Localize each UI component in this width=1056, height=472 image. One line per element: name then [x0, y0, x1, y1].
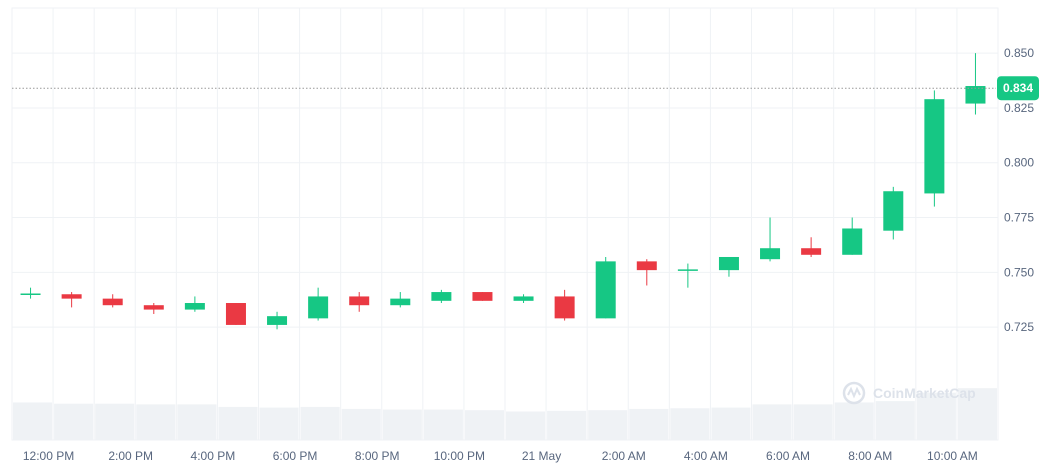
volume-bar: [670, 408, 710, 440]
x-tick-label: 4:00 AM: [684, 449, 728, 463]
candle-down: [636, 261, 657, 271]
volume-bar: [711, 407, 751, 440]
candle-up: [965, 86, 986, 104]
y-tick-label: 0.825: [1004, 101, 1034, 115]
axes: 0.850 0.825 0.800 0.775 0.750 0.725 12:00 PM 2:…: [23, 46, 1035, 463]
x-tick-label: 2:00 AM: [602, 449, 646, 463]
volume-bar: [177, 404, 217, 440]
volume-bars: [13, 388, 997, 440]
candle-down: [61, 294, 82, 299]
candle-up: [308, 296, 329, 319]
current-price-marker: 0.834: [12, 76, 1039, 101]
candle-up: [595, 261, 616, 319]
candle-up: [267, 316, 288, 325]
candle-down: [801, 248, 822, 255]
coinmarketcap-logo-icon: [842, 381, 866, 405]
candle-up: [184, 303, 205, 310]
x-tick-label: 8:00 PM: [355, 449, 400, 463]
x-tick-label: 10:00 PM: [434, 449, 485, 463]
candle-up: [924, 99, 945, 194]
candle-up: [883, 191, 904, 231]
watermark: CoinMarketCap: [842, 381, 976, 405]
volume-bar: [588, 410, 628, 440]
volume-bar: [506, 411, 546, 440]
candle-up: [431, 292, 452, 301]
candle-up: [760, 248, 781, 260]
candle-down: [225, 303, 246, 325]
volume-bar: [752, 404, 792, 440]
volume-bar: [382, 409, 422, 440]
watermark-text: CoinMarketCap: [873, 385, 976, 401]
x-tick-label: 12:00 PM: [23, 449, 74, 463]
y-tick-label: 0.850: [1004, 46, 1034, 60]
candle-down: [472, 292, 493, 301]
candle-down: [349, 296, 370, 306]
volume-bar: [95, 403, 135, 440]
volume-bar: [464, 410, 504, 440]
candle-up: [20, 293, 41, 295]
x-tick-label: 21 May: [522, 449, 561, 463]
volume-bar: [834, 402, 874, 440]
candle-up: [513, 296, 534, 301]
volume-bar: [13, 402, 53, 440]
x-tick-label: 2:00 PM: [108, 449, 153, 463]
candle-up: [842, 228, 863, 255]
gridlines: [11, 7, 999, 441]
volume-bar: [793, 404, 833, 440]
volume-bar: [423, 409, 463, 440]
volume-bar: [547, 410, 587, 440]
volume-bar: [875, 401, 915, 440]
candle-down: [143, 305, 164, 310]
candle-up: [718, 256, 739, 271]
volume-bar: [957, 388, 997, 440]
volume-bar: [300, 406, 340, 440]
y-tick-label: 0.800: [1004, 156, 1034, 170]
candle-down: [102, 298, 123, 306]
candle-down: [554, 296, 575, 319]
volume-bar: [916, 392, 956, 440]
x-tick-label: 6:00 PM: [273, 449, 318, 463]
y-tick-label: 0.775: [1004, 211, 1034, 225]
x-tick-label: 8:00 AM: [848, 449, 892, 463]
volume-bar: [259, 407, 299, 440]
volume-bar: [136, 404, 176, 440]
volume-bar: [629, 408, 669, 440]
candle-up: [677, 269, 698, 271]
current-price-label: 0.834: [1003, 81, 1033, 95]
candle-up: [390, 298, 411, 306]
volume-bar: [218, 406, 258, 440]
volume-bar: [341, 408, 381, 440]
y-tick-label: 0.725: [1004, 320, 1034, 334]
x-tick-label: 6:00 AM: [766, 449, 810, 463]
y-tick-label: 0.750: [1004, 265, 1034, 279]
current-price-badge: [997, 76, 1039, 101]
candles: [20, 53, 986, 330]
x-tick-label: 4:00 PM: [191, 449, 236, 463]
volume-bar: [54, 403, 94, 440]
x-tick-label: 10:00 AM: [927, 449, 978, 463]
